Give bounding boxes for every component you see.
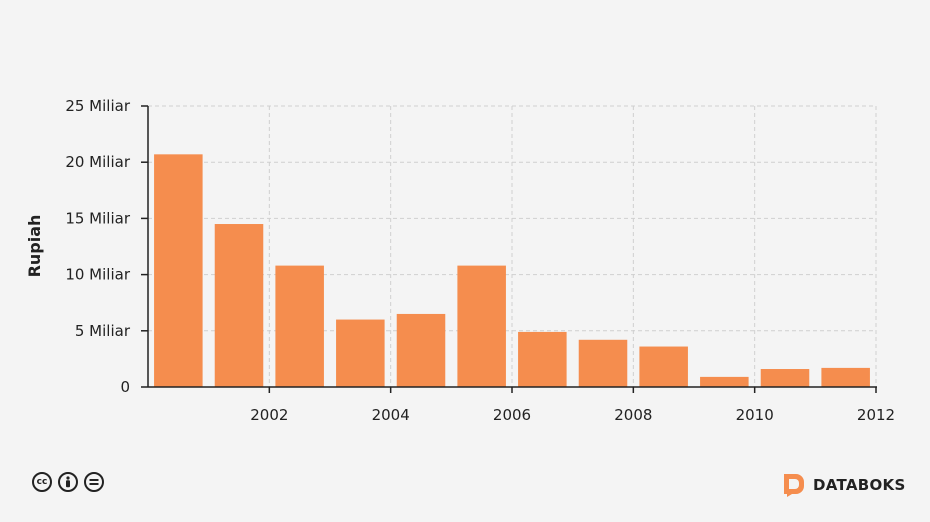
grid [148, 105, 877, 387]
y-axis-label: Rupiah [25, 215, 44, 278]
bar-2001 [154, 154, 203, 387]
x-tick-label: 2004 [372, 406, 410, 424]
x-ticks: 2002 2004 2006 2008 2010 2012 [250, 387, 895, 424]
cc-icon: cc [32, 472, 52, 492]
bar-2012 [821, 367, 870, 387]
x-tick-label: 2008 [614, 406, 652, 424]
bar-2004 [336, 319, 385, 387]
y-tick-label: 0 [120, 378, 130, 396]
nd-icon [84, 472, 104, 492]
x-tick-label: 2012 [857, 406, 895, 424]
y-tick-label: 5 Miliar [75, 322, 131, 340]
y-tick-label: 10 Miliar [65, 266, 130, 284]
bar-2011 [760, 369, 810, 387]
bar-2009 [639, 346, 688, 387]
bar-2005 [396, 313, 446, 387]
y-tick-label: 15 Miliar [65, 209, 130, 227]
bar-2003 [275, 265, 324, 387]
y-tick-label: 20 Miliar [65, 153, 130, 171]
bar-2006 [457, 265, 506, 387]
x-tick-label: 2006 [493, 406, 531, 424]
bar-2008 [578, 339, 628, 387]
x-tick-label: 2002 [250, 406, 288, 424]
brand-name: DATABOKS [813, 476, 906, 494]
bar-2007 [518, 331, 567, 387]
databoks-logo-icon [784, 474, 804, 497]
by-icon [58, 472, 78, 492]
bar-2002 [214, 224, 264, 387]
x-tick-label: 2010 [736, 406, 774, 424]
y-tick-label: 25 Miliar [65, 97, 130, 115]
y-ticks: 0 5 Miliar 10 Miliar 15 Miliar 20 Miliar 25 M… [65, 97, 148, 396]
license-icons: cc [32, 472, 104, 492]
databoks-brand: DATABOKS [782, 472, 906, 498]
bars [154, 154, 870, 387]
bar-2010 [700, 376, 749, 387]
